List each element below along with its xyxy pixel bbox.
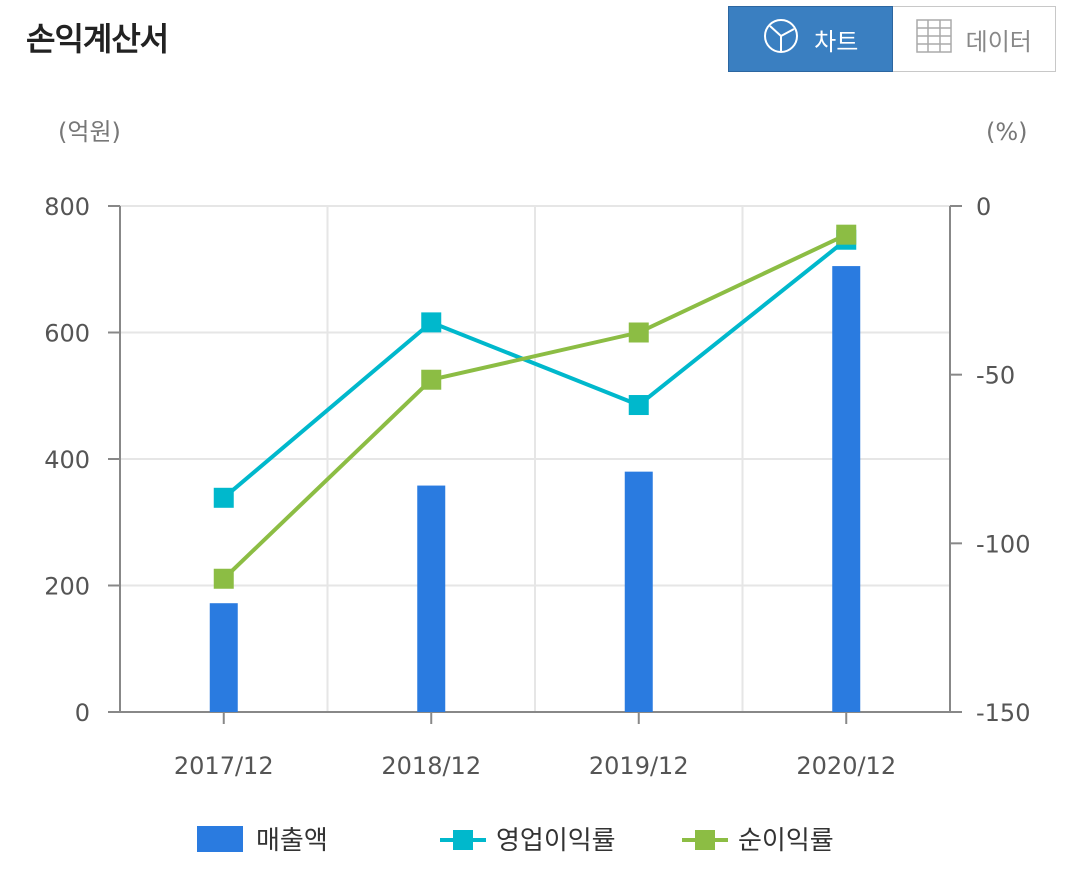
- chart-view-label: 차트: [814, 27, 859, 56]
- bar-revenue: [417, 485, 446, 712]
- x-axis-tick-label: 2019/12: [589, 752, 689, 780]
- left-axis-tick-label: 0: [75, 699, 90, 727]
- right-axis-unit: (%): [986, 118, 1028, 146]
- data-view-label: 데이터: [965, 27, 1032, 56]
- pie-chart-icon: [762, 17, 800, 61]
- x-axis-tick-label: 2017/12: [174, 752, 274, 780]
- right-axis-tick-label: -50: [976, 362, 1015, 390]
- point-operating-margin: [628, 395, 649, 416]
- legend-label-revenue: 매출액: [256, 826, 328, 856]
- legend-swatch-revenue: [197, 826, 243, 852]
- point-operating-margin: [836, 229, 857, 250]
- x-axis-tick-label: 2020/12: [796, 752, 896, 780]
- left-axis-unit: (억원): [58, 118, 121, 146]
- right-axis-tick-label: 0: [976, 193, 991, 221]
- legend-marker-net-margin: [695, 830, 715, 850]
- legend-label-net-margin: 순이익률: [738, 826, 834, 856]
- left-axis-tick-label: 400: [44, 446, 90, 474]
- left-axis-tick-label: 800: [44, 193, 90, 221]
- point-net-margin: [628, 322, 649, 343]
- point-net-margin: [421, 369, 442, 390]
- left-axis-tick-label: 600: [44, 320, 90, 348]
- bar-revenue: [832, 266, 861, 712]
- view-toggle: 차트 데이터: [728, 6, 1056, 72]
- point-operating-margin: [213, 487, 234, 508]
- line-net-margin: [222, 232, 848, 581]
- chart-view-button[interactable]: 차트: [728, 6, 893, 72]
- table-grid-icon: [915, 19, 952, 59]
- bar-revenue: [624, 471, 653, 712]
- left-axis-tick-label: 200: [44, 573, 90, 601]
- right-axis-tick-label: -100: [976, 530, 1030, 558]
- data-view-button[interactable]: 데이터: [892, 7, 1055, 71]
- page-title: 손익계산서: [26, 20, 169, 58]
- line-operating-margin: [222, 238, 848, 500]
- legend-label-operating-margin: 영업이익률: [496, 826, 616, 856]
- point-net-margin: [836, 224, 857, 245]
- legend-marker-operating-margin: [453, 830, 473, 850]
- bar-revenue: [209, 603, 238, 712]
- right-axis-tick-label: -150: [976, 699, 1030, 727]
- point-net-margin: [213, 568, 234, 589]
- point-operating-margin: [421, 312, 442, 333]
- x-axis-tick-label: 2018/12: [381, 752, 481, 780]
